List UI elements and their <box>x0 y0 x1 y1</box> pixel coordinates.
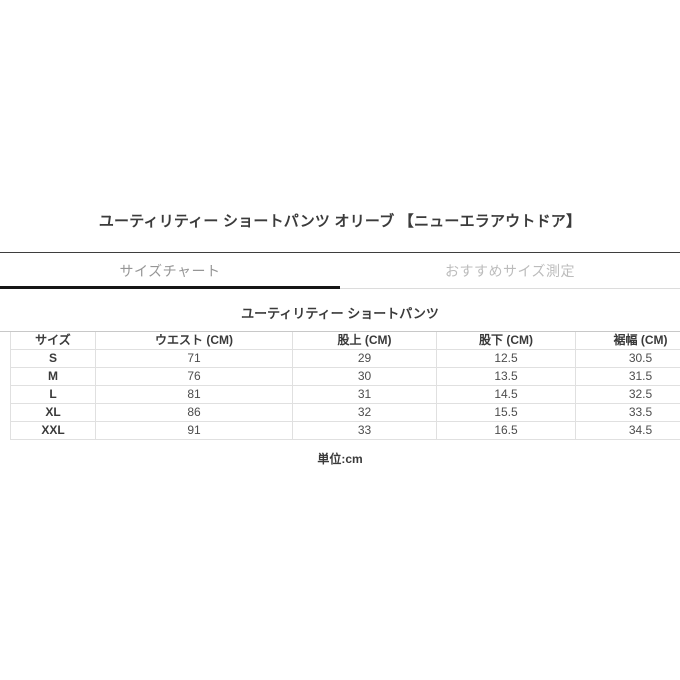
column-header: 股上 (CM) <box>292 332 437 350</box>
size-table: サイズ ウエスト (CM) 股上 (CM) 股下 (CM) 裾幅 (CM) S 71 29 1… <box>10 332 680 440</box>
measurement-cell: 30.5 <box>575 349 680 368</box>
table-row: S 71 29 12.5 30.5 <box>10 349 680 368</box>
measurement-cell: 86 <box>95 403 293 422</box>
measurement-cell: 33.5 <box>575 403 680 422</box>
size-table-body: S 71 29 12.5 30.5 M 76 30 13.5 31.5 L 81 31 14.5 32.5 X… <box>10 349 680 440</box>
measurement-cell: 12.5 <box>436 349 576 368</box>
size-chart-title: ユーティリティー ショートパンツ <box>241 306 439 321</box>
tab-recommended-size[interactable]: おすすめサイズ測定 <box>340 253 680 289</box>
product-title: ユーティリティー ショートパンツ オリーブ 【ニューエラアウトドア】 <box>98 213 582 230</box>
measurement-cell: 29 <box>292 349 437 368</box>
size-label-cell: L <box>10 385 96 404</box>
size-tab-bar: サイズチャート おすすめサイズ測定 <box>0 252 680 289</box>
measurement-cell: 14.5 <box>436 385 576 404</box>
unit-note: 単位:cm <box>317 452 363 466</box>
measurement-cell: 31 <box>292 385 437 404</box>
column-header: 裾幅 (CM) <box>575 332 680 350</box>
table-row: L 81 31 14.5 32.5 <box>10 385 680 404</box>
measurement-cell: 32 <box>292 403 437 422</box>
table-row: XL 86 32 15.5 33.5 <box>10 403 680 422</box>
measurement-cell: 33 <box>292 421 437 440</box>
measurement-cell: 15.5 <box>436 403 576 422</box>
column-header: サイズ <box>10 332 96 350</box>
size-label-cell: S <box>10 349 96 368</box>
measurement-cell: 31.5 <box>575 367 680 386</box>
measurement-cell: 30 <box>292 367 437 386</box>
table-row: M 76 30 13.5 31.5 <box>10 367 680 386</box>
measurement-cell: 16.5 <box>436 421 576 440</box>
table-row: XXL 91 33 16.5 34.5 <box>10 421 680 440</box>
measurement-cell: 91 <box>95 421 293 440</box>
size-table-header-row: サイズ ウエスト (CM) 股上 (CM) 股下 (CM) 裾幅 (CM) <box>10 332 680 350</box>
table-top-rule <box>0 331 680 332</box>
measurement-cell: 71 <box>95 349 293 368</box>
measurement-cell: 81 <box>95 385 293 404</box>
measurement-cell: 34.5 <box>575 421 680 440</box>
column-header: ウエスト (CM) <box>95 332 293 350</box>
measurement-cell: 13.5 <box>436 367 576 386</box>
column-header: 股下 (CM) <box>436 332 576 350</box>
size-label-cell: XL <box>10 403 96 422</box>
measurement-cell: 32.5 <box>575 385 680 404</box>
tab-size-chart[interactable]: サイズチャート <box>0 253 340 289</box>
size-label-cell: XXL <box>10 421 96 440</box>
size-chart-page: ユーティリティー ショートパンツ オリーブ 【ニューエラアウトドア】 サイズチャ… <box>0 213 680 466</box>
size-label-cell: M <box>10 367 96 386</box>
measurement-cell: 76 <box>95 367 293 386</box>
